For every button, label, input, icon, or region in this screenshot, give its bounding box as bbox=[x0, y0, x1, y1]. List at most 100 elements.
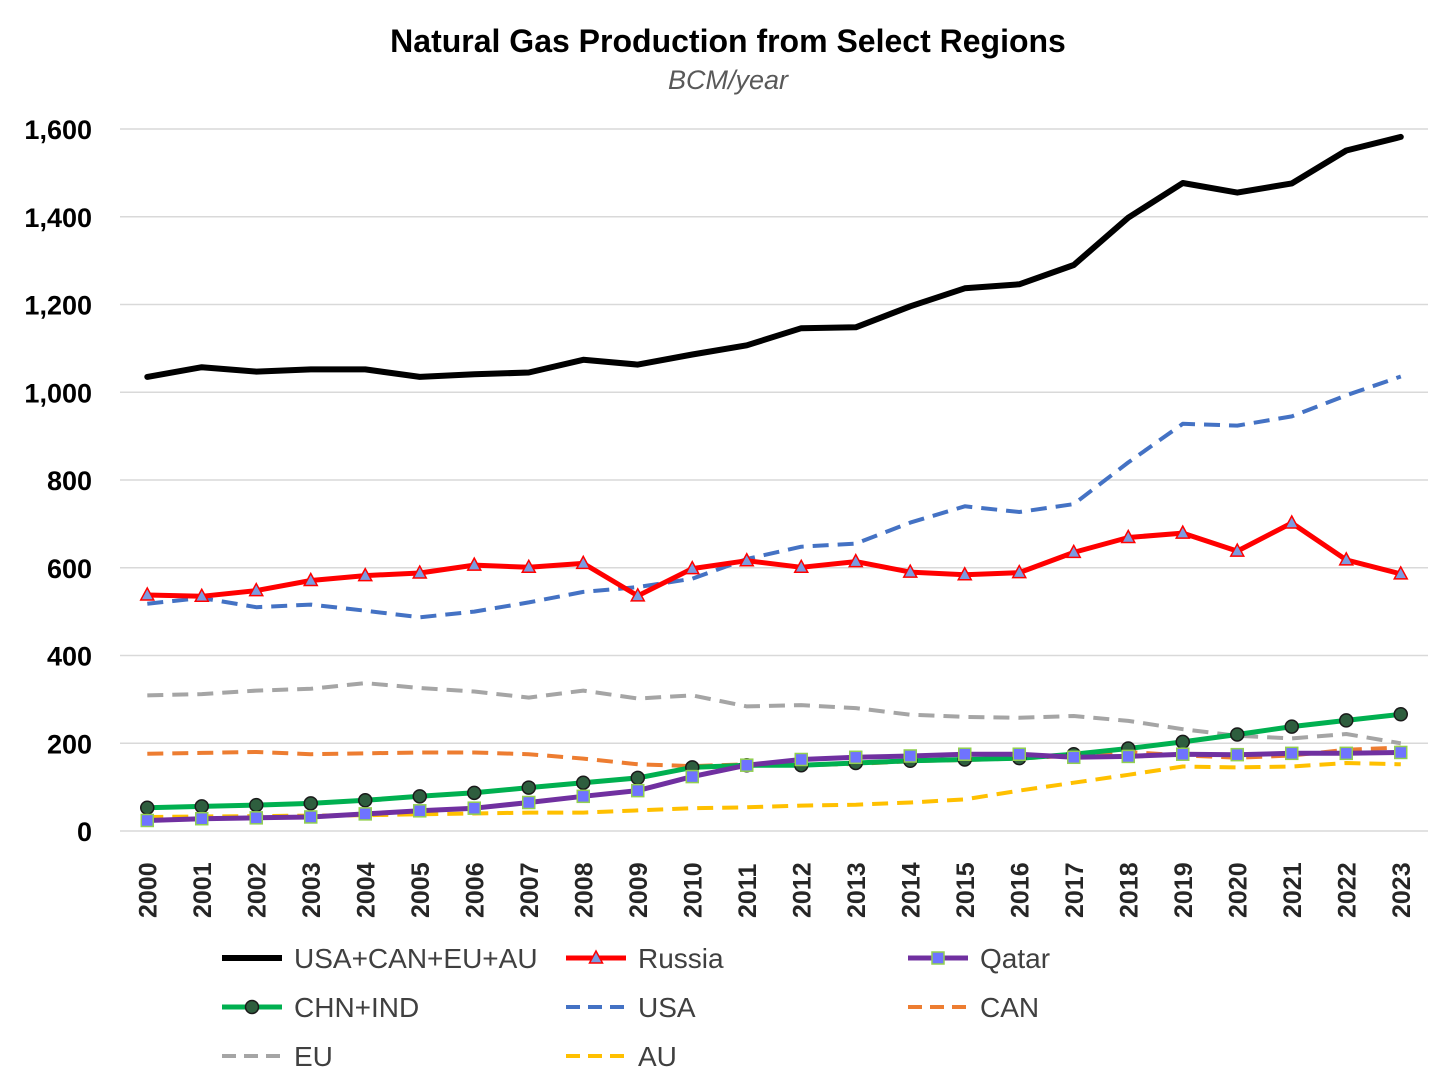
data-point-marker bbox=[1012, 747, 1026, 761]
data-point-marker bbox=[358, 807, 372, 821]
y-tick-label: 0 bbox=[77, 817, 92, 847]
data-point-marker bbox=[1065, 543, 1082, 559]
x-tick-label: 2017 bbox=[1061, 862, 1089, 918]
series-line bbox=[147, 681, 1402, 746]
data-point-marker bbox=[304, 810, 318, 824]
legend-label: Qatar bbox=[980, 943, 1050, 974]
series-chn-ind bbox=[140, 707, 1408, 815]
data-point-marker bbox=[1229, 542, 1246, 557]
x-tick-label: 2000 bbox=[134, 862, 162, 918]
data-point-marker bbox=[1230, 747, 1244, 762]
data-point-marker bbox=[630, 770, 645, 786]
data-point-marker bbox=[684, 560, 701, 575]
data-point-marker bbox=[1339, 746, 1353, 761]
data-point-marker bbox=[467, 801, 481, 815]
legend-item: USA+CAN+EU+AU bbox=[222, 943, 538, 974]
data-point-marker bbox=[1338, 551, 1355, 566]
data-point-marker bbox=[140, 800, 155, 815]
data-point-marker bbox=[413, 804, 427, 818]
data-point-marker bbox=[194, 799, 209, 814]
y-tick-label: 1,600 bbox=[24, 115, 92, 145]
series-russia bbox=[139, 514, 1409, 603]
y-tick-label: 1,200 bbox=[24, 291, 92, 321]
legend-item: Russia bbox=[566, 943, 724, 974]
data-point-marker bbox=[193, 587, 210, 603]
x-tick-label: 2006 bbox=[461, 862, 489, 918]
data-point-marker bbox=[931, 951, 945, 965]
data-point-marker bbox=[956, 566, 973, 581]
y-tick-label: 800 bbox=[47, 466, 92, 496]
data-point-marker bbox=[1011, 564, 1028, 579]
series-au bbox=[147, 761, 1401, 819]
legend-label: EU bbox=[294, 1041, 333, 1072]
data-point-marker bbox=[1339, 713, 1354, 728]
data-point-marker bbox=[358, 793, 373, 808]
data-point-marker bbox=[244, 999, 260, 1015]
data-point-marker bbox=[793, 558, 810, 574]
data-point-marker bbox=[1284, 719, 1299, 734]
data-point-marker bbox=[903, 749, 917, 763]
data-point-marker bbox=[1175, 734, 1190, 750]
series-line bbox=[147, 374, 1402, 620]
x-tick-label: 2019 bbox=[1170, 862, 1198, 918]
legend-item: USA bbox=[566, 992, 696, 1023]
x-tick-label: 2003 bbox=[298, 862, 326, 918]
data-point-marker bbox=[738, 552, 755, 567]
data-point-marker bbox=[302, 571, 319, 587]
legend-item: CHN+IND bbox=[222, 992, 419, 1023]
data-point-marker bbox=[1283, 514, 1300, 529]
data-point-marker bbox=[411, 564, 428, 579]
x-tick-label: 2001 bbox=[189, 862, 217, 918]
x-tick-label: 2022 bbox=[1333, 862, 1361, 918]
series-line bbox=[144, 133, 1404, 380]
series-line bbox=[147, 761, 1401, 819]
chart-subtitle: BCM/year bbox=[668, 65, 789, 95]
y-tick-label: 1,000 bbox=[24, 378, 92, 408]
data-point-marker bbox=[1120, 528, 1137, 544]
legend-label: CHN+IND bbox=[294, 992, 419, 1023]
data-point-marker bbox=[1285, 746, 1299, 761]
x-tick-label: 2013 bbox=[843, 862, 871, 918]
data-point-marker bbox=[588, 949, 604, 964]
x-tick-label: 2005 bbox=[407, 862, 435, 918]
series-usa bbox=[147, 374, 1402, 620]
legend-item: CAN bbox=[908, 992, 1039, 1023]
data-point-marker bbox=[629, 587, 646, 602]
x-tick-label: 2002 bbox=[243, 862, 271, 918]
data-point-marker bbox=[195, 811, 209, 826]
data-point-marker bbox=[520, 558, 537, 574]
series-line bbox=[144, 750, 1404, 823]
legend-item: AU bbox=[566, 1041, 677, 1072]
y-tick-label: 400 bbox=[47, 642, 92, 672]
series-line bbox=[144, 520, 1404, 599]
x-tick-label: 2009 bbox=[625, 862, 653, 918]
legend-label: USA+CAN+EU+AU bbox=[294, 943, 538, 974]
data-point-marker bbox=[958, 747, 972, 761]
data-point-marker bbox=[1176, 747, 1190, 761]
x-tick-label: 2016 bbox=[1006, 862, 1034, 918]
series-usa-can-eu-au bbox=[144, 133, 1404, 380]
data-point-marker bbox=[303, 796, 318, 811]
data-point-marker bbox=[139, 586, 156, 601]
data-point-marker bbox=[1174, 524, 1191, 539]
data-point-marker bbox=[631, 783, 645, 798]
data-point-marker bbox=[847, 553, 864, 568]
data-point-marker bbox=[1394, 745, 1408, 760]
x-tick-label: 2007 bbox=[516, 862, 544, 918]
x-tick-label: 2004 bbox=[352, 862, 380, 918]
chart-title: Natural Gas Production from Select Regio… bbox=[390, 23, 1066, 59]
legend-item: Qatar bbox=[908, 943, 1050, 974]
series-eu bbox=[147, 681, 1402, 746]
data-point-marker bbox=[794, 752, 808, 767]
x-tick-label: 2010 bbox=[679, 862, 707, 918]
series-lines bbox=[139, 133, 1409, 828]
data-point-marker bbox=[849, 750, 863, 765]
x-tick-label: 2012 bbox=[788, 862, 816, 918]
x-tick-label: 2014 bbox=[897, 862, 925, 918]
data-point-marker bbox=[1067, 750, 1081, 765]
data-point-marker bbox=[248, 581, 265, 597]
data-point-marker bbox=[466, 556, 483, 571]
data-point-marker bbox=[575, 554, 592, 570]
data-point-marker bbox=[521, 780, 536, 795]
